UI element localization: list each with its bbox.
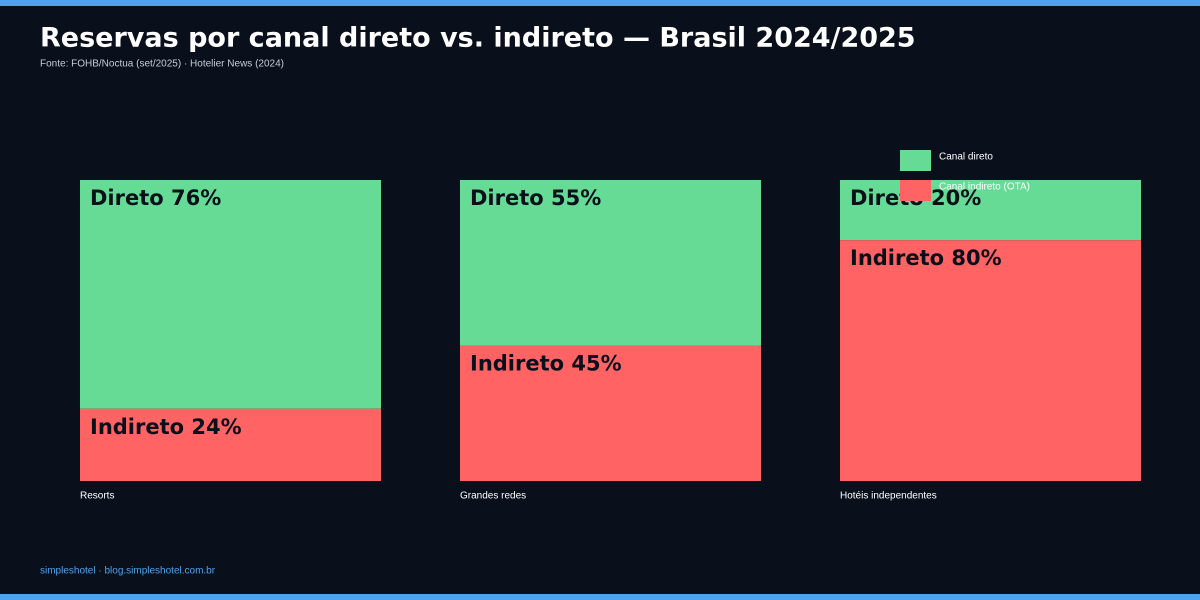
value-label: Indireto 80% [850,246,1002,270]
chart-subtitle: Fonte: FOHB/Noctua (set/2025) · Hotelier… [40,59,284,70]
bar-segment [840,180,1141,241]
category-label: Hotéis independentes [840,491,937,502]
legend-label: Canal direto [939,152,993,163]
legend-swatch [900,150,931,171]
category-label: Resorts [80,491,114,502]
bar-segment [460,345,761,481]
legend-swatch [900,180,931,201]
legend-label: Canal indireto (OTA) [939,182,1030,193]
footer: simpleshotel · blog.simpleshotel.com.br [40,566,216,577]
value-label: Indireto 45% [470,352,622,376]
category-label: Grandes redes [460,491,526,502]
top-bar [0,0,1200,6]
bar-segment [80,180,381,409]
bar-segment [460,180,761,346]
value-label: Direto 76% [90,186,221,210]
value-label: Indireto 24% [90,415,242,439]
value-label: Direto 55% [470,186,601,210]
bottom-bar [0,594,1200,600]
bar-segment [840,240,1141,481]
bar-segment [80,408,381,481]
chart-title: Reservas por canal direto vs. indireto —… [40,23,916,54]
